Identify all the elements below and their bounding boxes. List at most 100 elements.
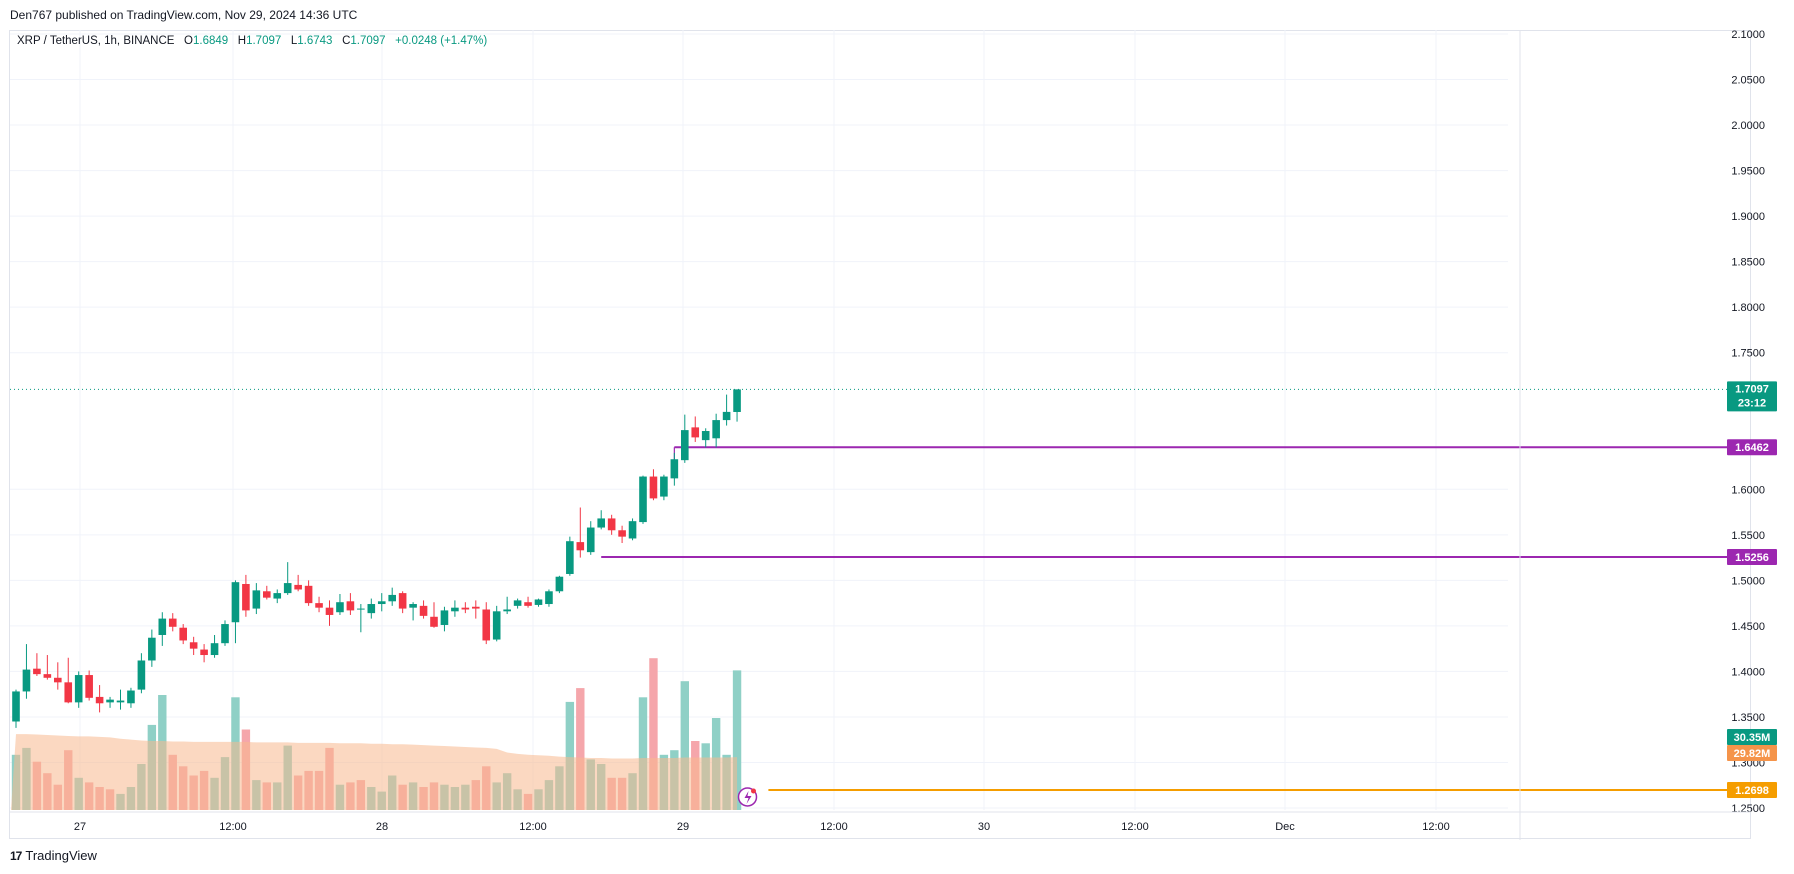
candle [482,602,491,645]
candle [74,671,83,708]
candle-body [22,669,31,692]
candle [691,416,700,442]
candle [346,593,355,615]
candle-body [252,590,261,609]
y-tick-label: 1.3500 [1731,712,1765,724]
candle [503,596,511,615]
candle-body [357,608,365,610]
candle [524,596,532,608]
candle [231,580,240,644]
candle-body [74,675,83,703]
volume-ma-tag-bg [1727,745,1777,761]
candle [398,591,407,614]
symbol-legend: XRP / TetherUS, 1h, BINANCE O1.6849 H1.7… [17,35,487,47]
candle [555,575,564,594]
candle [189,636,198,656]
candle [440,606,449,632]
candle [628,518,637,541]
level-tag-label: 1.2698 [1735,785,1769,797]
last-price-label: 1.7097 [1735,383,1769,395]
candle-body [231,582,240,623]
candle-body [482,609,491,641]
candle [409,602,417,621]
candle-body [513,600,522,606]
candle [545,589,553,607]
candle-body [127,690,135,704]
level-tag-bg [1727,781,1777,798]
candle-body [430,616,438,627]
volume-ma-tag-label: 29.82M [1734,748,1771,760]
y-tick-label: 1.9000 [1731,211,1765,223]
candle-body [377,601,386,605]
candle-body [660,476,668,497]
candle [54,662,62,690]
x-tick-label: 12:00 [519,821,547,833]
candle [733,389,741,422]
candle-body [503,609,511,612]
candle [325,600,334,626]
candle-body [722,411,731,421]
close-value: 1.7097 [350,35,386,47]
candle [367,598,376,619]
x-tick-label: 12:00 [1422,821,1450,833]
x-tick-label: 12:00 [219,821,247,833]
candle-body [555,576,564,592]
replay-icon-bolt [744,790,752,804]
footer-brand[interactable]: 17 TradingView [10,848,97,863]
candle-body [472,606,480,609]
candle-body [670,459,679,479]
candle-body [524,602,532,606]
replay-icon-dot [751,788,756,794]
candle-body [712,420,720,439]
low-value: 1.6743 [297,35,333,47]
candle-body [492,611,501,640]
replay-icon [737,787,758,807]
candle-body [148,637,156,661]
tradingview-logo-icon: 17 [10,848,22,863]
open-label: O [184,35,193,47]
candle-body [586,527,595,553]
candle [419,600,428,619]
y-tick-label: 1.6000 [1731,484,1765,496]
candle [712,413,720,448]
candle-body [158,618,167,635]
level-tag-label: 1.5256 [1735,552,1769,564]
y-tick-label: 1.4000 [1731,666,1765,678]
low-label: L [290,35,298,47]
candle-body [545,591,553,605]
high-label: H [237,35,247,47]
candle-body [409,604,417,608]
candle [22,644,31,699]
candle [451,600,459,617]
candle-body [566,541,574,574]
x-tick-label: Dec [1275,821,1295,833]
candle-body [461,607,470,610]
candle [200,644,208,663]
y-tick-label: 1.5000 [1731,575,1765,587]
x-tick-label: 12:00 [820,821,848,833]
volume-bar [732,670,742,810]
y-tick-label: 2.0000 [1731,120,1765,132]
candle [252,583,261,615]
level-tag-label: 1.6462 [1735,442,1769,454]
candle [283,562,292,595]
volume-tag: 30.35M [1727,729,1777,745]
candle [179,624,187,645]
candle [681,414,689,463]
candle-body [639,476,647,523]
candle-body [242,583,250,611]
candle [304,580,313,606]
candle [513,598,522,609]
candle [242,574,250,617]
y-tick-label: 1.5500 [1731,530,1765,542]
candle-body [346,601,355,611]
candle-body [263,591,271,598]
candle-body [607,518,616,531]
candle [357,604,365,633]
candle [336,594,344,615]
candle-body [618,530,626,537]
y-tick-label: 1.7500 [1731,348,1765,360]
price-tags-layer: 1.7097 23:12 1.6462 1.5256 1.2698 30.35M 29.82… [1727,381,1777,798]
candle-body [336,602,344,613]
